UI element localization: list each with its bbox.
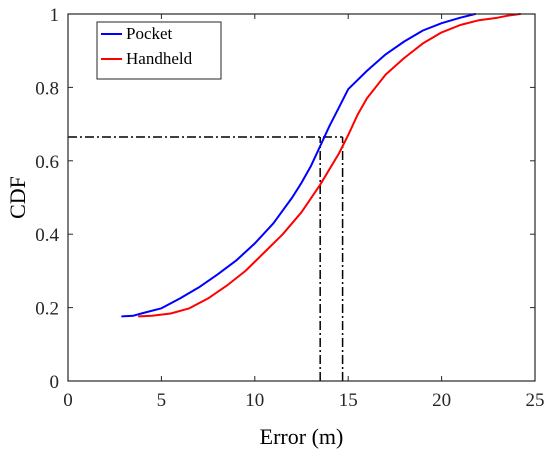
x-tick-label: 0 xyxy=(63,390,73,411)
series-line-handheld xyxy=(138,13,522,318)
x-tick-label: 15 xyxy=(339,390,358,411)
x-tick-label: 25 xyxy=(526,390,545,411)
legend-box xyxy=(96,21,222,80)
x-tick-label: 10 xyxy=(245,390,264,411)
series-line-pocket xyxy=(121,13,477,318)
y-axis-ticks: 0 0.2 0.4 0.6 0.8 1 xyxy=(35,5,535,393)
series-lines xyxy=(121,13,522,318)
x-axis-label: Error (m) xyxy=(260,424,344,449)
x-tick-label: 5 xyxy=(157,390,167,411)
y-tick-label: 0.6 xyxy=(35,152,59,173)
y-tick-label: 1 xyxy=(50,5,60,26)
y-tick-label: 0.4 xyxy=(35,225,59,246)
x-axis-ticks: 0 5 10 15 20 25 xyxy=(63,14,545,411)
y-tick-label: 0.8 xyxy=(35,78,59,99)
reference-lines xyxy=(68,136,344,381)
y-tick-label: 0 xyxy=(50,372,60,393)
y-tick-label: 0.2 xyxy=(35,299,59,320)
x-tick-label: 20 xyxy=(432,390,451,411)
axes xyxy=(67,13,536,382)
axes-box xyxy=(67,13,536,382)
legend-label-pocket: Pocket xyxy=(126,24,173,43)
legend-label-handheld: Handheld xyxy=(126,49,193,68)
legend: Pocket Handheld xyxy=(96,21,222,80)
y-axis-label: CDF xyxy=(5,176,30,219)
